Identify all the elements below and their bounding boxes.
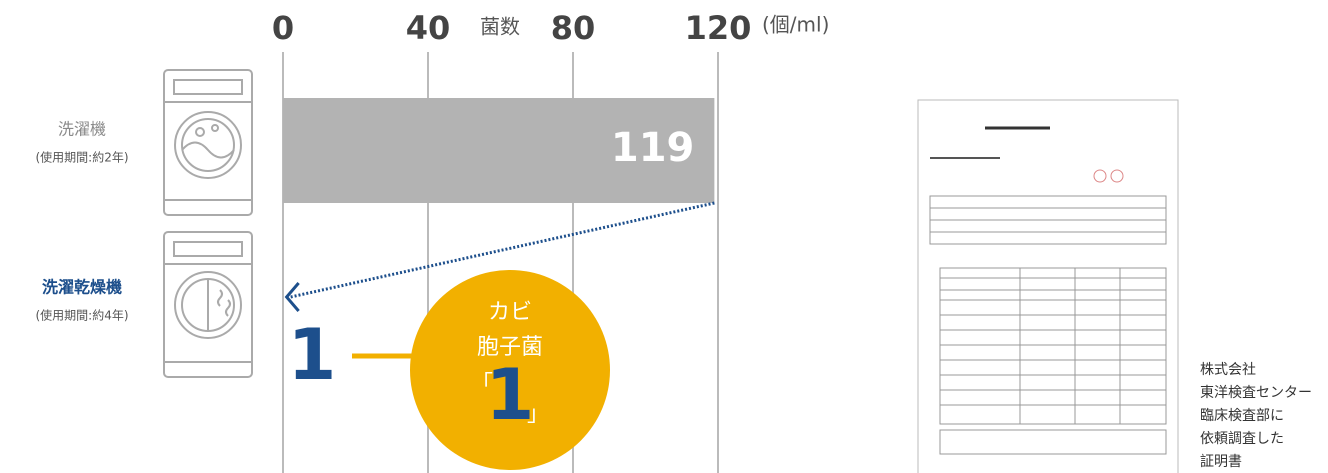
chart: 0 40 80 120 菌数 (個/ml) 洗濯機 (使用期間:約2年) 洗濯乾燥機 (使用期間:… — [0, 0, 1328, 473]
source-note: 依頼調査した — [1200, 431, 1284, 447]
x-axis-label: 菌数 — [480, 15, 520, 39]
category-label: 洗濯機 — [58, 120, 106, 139]
source-note: 証明書 — [1200, 454, 1242, 470]
callout-text: カビ — [488, 300, 532, 325]
source-note: 東洋検査センター — [1200, 385, 1312, 401]
value-label: 1 — [288, 314, 337, 396]
x-tick-label: 40 — [406, 9, 451, 47]
category-note: (使用期間:約2年) — [35, 150, 128, 165]
unit-label: (個/ml) — [762, 13, 829, 37]
dryer-icon — [164, 232, 252, 377]
washer-icon — [164, 70, 252, 215]
category-label: 洗濯乾燥機 — [42, 278, 122, 297]
value-label: 119 — [611, 125, 695, 171]
source-note: 株式会社 — [1200, 362, 1256, 378]
category-note: (使用期間:約4年) — [35, 308, 128, 323]
x-tick-label: 120 — [685, 9, 752, 47]
x-tick-label: 0 — [272, 9, 294, 47]
x-tick-label: 80 — [551, 9, 596, 47]
source-note: 臨床検査部に — [1200, 408, 1284, 424]
page: 0 40 80 120 菌数 (個/ml) 洗濯機 (使用期間:約2年) 洗濯乾燥機 (使用期間:… — [0, 0, 1328, 473]
callout-bracket: 」 — [527, 402, 549, 427]
report-document — [918, 100, 1178, 473]
